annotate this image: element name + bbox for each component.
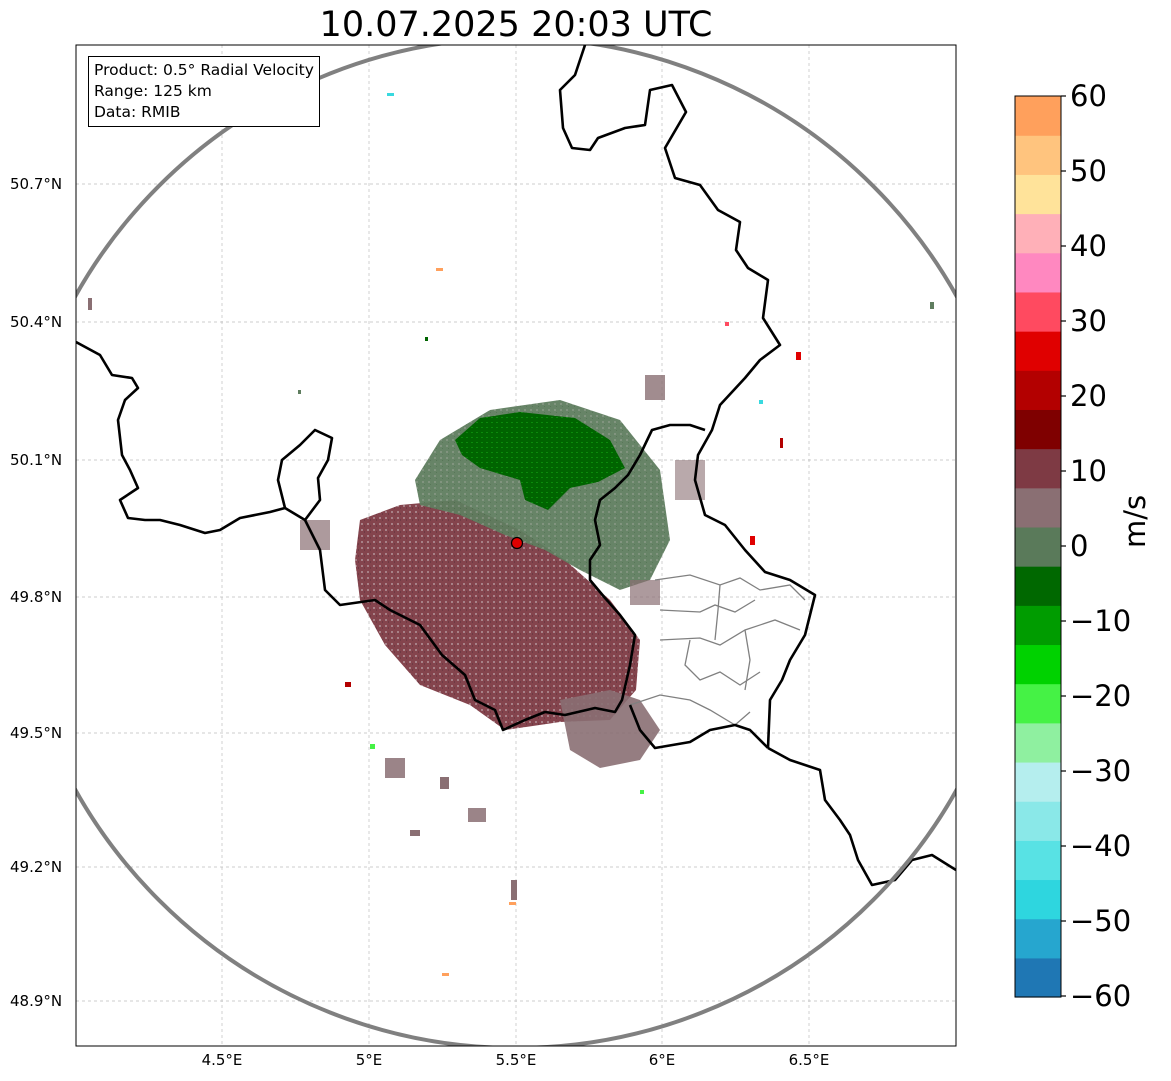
echo-speck [410,830,420,836]
colorbar-band [1015,840,1061,881]
echo-speck [442,973,449,976]
echo-speck [511,880,517,900]
echo-speck [440,777,449,789]
colorbar-band [1015,644,1061,685]
echo-speck [640,790,644,794]
lat-label: 48.9°N [10,992,63,1010]
colorbar-tick-label: −40 [1070,829,1132,863]
echo-speck [780,438,783,448]
colorbar-band [1015,801,1061,841]
echo-speck [675,460,705,500]
echo-speck [796,352,801,360]
echo-speck [88,298,92,310]
colorbar-band [1015,957,1061,998]
echo-speck [298,390,301,394]
outbound-velocity-area [355,500,640,730]
colorbar-band [1015,761,1061,802]
colorbar-band [1015,448,1061,489]
echo-speck [385,758,405,778]
lon-label: 5°E [355,1051,383,1069]
echo-speck [436,268,443,271]
colorbar-band [1015,409,1061,450]
echo-speck [725,322,729,326]
colorbar-band [1015,135,1061,175]
strong-inbound-area [455,412,625,510]
canton-borders [629,574,806,726]
map-title: 10.07.2025 20:03 UTC [319,5,713,45]
echo-speck [645,375,665,400]
lat-label: 50.1°N [10,451,63,469]
colorbar-tick-marks [1061,95,1066,997]
lat-label: 49.5°N [10,724,63,742]
lat-label: 50.7°N [10,175,63,193]
lon-label: 6°E [648,1051,676,1069]
colorbar-band [1015,918,1061,959]
echo-speck [425,337,428,341]
echo-speck [387,93,394,96]
radar-site-marker [510,536,524,550]
colorbar-tick-label: 0 [1070,529,1089,563]
colorbar-band [1015,526,1061,567]
echo-speck [509,902,516,905]
echo-speck [630,580,660,605]
echo-speck [468,808,486,822]
colorbar-tick-label: 20 [1070,379,1107,413]
colorbar-tick-label: 40 [1070,229,1107,263]
lon-label: 5.5°E [495,1051,537,1069]
colorbar-unit-label: m/s [1118,494,1152,548]
colorbar-tick-label: −50 [1070,904,1132,938]
colorbar-band [1015,252,1061,293]
colorbar-band [1015,331,1061,371]
echo-speck [300,520,330,550]
country-borders [76,45,956,887]
map-area [76,45,956,1046]
lat-label: 49.8°N [10,588,63,606]
colorbar-band [1015,291,1061,332]
colorbar-tick-label: 10 [1070,454,1107,488]
product-info-box: Product: 0.5° Radial Velocity Range: 125… [88,56,320,127]
colorbar-band [1015,487,1061,528]
velocity-echoes [88,93,934,976]
colorbar-tick-label: 30 [1070,304,1107,338]
colorbar-band [1015,683,1061,724]
outbound-fringe [560,690,660,768]
echo-speck [750,536,755,545]
data-source-label: Data: RMIB [94,103,181,121]
colorbar-band [1015,605,1061,646]
colorbar-tick-label: −60 [1070,979,1132,1013]
echo-speck [759,400,763,404]
lon-label: 6.5°E [788,1051,830,1069]
colorbar-tick-label: 50 [1070,154,1107,188]
lat-label: 49.2°N [10,858,63,876]
echo-speck [370,744,375,749]
colorbar-band [1015,96,1061,136]
colorbar-tick-label: −20 [1070,679,1132,713]
map-frame [75,44,957,1047]
echo-speck [345,682,351,687]
colorbar-tick-label: 60 [1070,79,1107,113]
lat-label: 50.4°N [10,313,63,331]
colorbar-band [1015,174,1061,215]
colorbar-tick-label: −30 [1070,754,1132,788]
colorbar-tick-label: −10 [1070,604,1132,638]
colorbar-band [1015,370,1061,410]
colorbar [1015,96,1061,998]
range-label: Range: 125 km [94,82,212,100]
product-label: Product: 0.5° Radial Velocity [94,61,314,79]
echo-speck [930,302,934,309]
colorbar-band [1015,213,1061,254]
lon-label: 4.5°E [201,1051,243,1069]
colorbar-band [1015,879,1061,920]
colorbar-band [1015,566,1061,606]
colorbar-band [1015,722,1061,763]
